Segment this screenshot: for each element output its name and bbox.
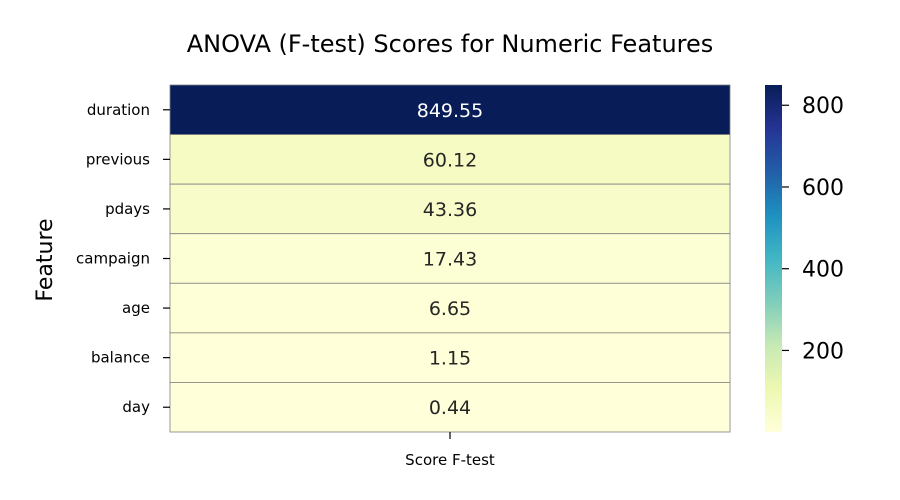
y-tick-label: pdays bbox=[105, 200, 150, 218]
heatmap-cell bbox=[169, 84, 731, 135]
colorbar-tick-label: 200 bbox=[802, 339, 844, 364]
y-tick-label: day bbox=[122, 398, 150, 416]
y-tick-label: previous bbox=[86, 150, 150, 168]
chart-title: ANOVA (F-test) Scores for Numeric Featur… bbox=[187, 30, 714, 58]
colorbar-tick-label: 400 bbox=[802, 258, 844, 283]
cell-value-label: 60.12 bbox=[423, 149, 477, 171]
colorbar-tick-label: 800 bbox=[802, 94, 844, 119]
colorbar-gradient bbox=[765, 85, 782, 432]
cell-value-label: 43.36 bbox=[423, 199, 477, 221]
heatmap-cell bbox=[169, 183, 731, 235]
cell-value-label: 6.65 bbox=[429, 298, 471, 320]
cell-value-label: 849.55 bbox=[417, 100, 483, 122]
heatmap-cell bbox=[169, 282, 731, 334]
y-tick-label: age bbox=[122, 299, 150, 317]
colorbar: 200 400 600 800 bbox=[765, 85, 844, 432]
colorbar-ticks: 200 400 600 800 bbox=[782, 94, 844, 364]
y-tick-label: campaign bbox=[76, 250, 150, 268]
y-axis-ticks: duration previous pdays campaign age balance d… bbox=[76, 101, 170, 416]
heatmap-cell bbox=[169, 332, 731, 383]
y-axis-label: Feature bbox=[33, 218, 58, 301]
x-tick-label: Score F-test bbox=[405, 451, 495, 469]
colorbar-tick-label: 600 bbox=[802, 176, 844, 201]
y-tick-label: duration bbox=[87, 101, 150, 119]
cell-value-label: 1.15 bbox=[429, 348, 471, 370]
cell-value-label: 0.44 bbox=[429, 397, 471, 419]
x-axis-ticks: Score F-test bbox=[405, 432, 495, 469]
cell-value-label: 17.43 bbox=[423, 249, 477, 271]
heatmap-cell bbox=[169, 233, 731, 284]
heatmap-cells: 849.55 60.12 43.36 17.43 6.65 1.15 0.44 bbox=[169, 84, 731, 433]
heatmap-cell bbox=[169, 134, 731, 185]
y-tick-label: balance bbox=[91, 349, 150, 367]
